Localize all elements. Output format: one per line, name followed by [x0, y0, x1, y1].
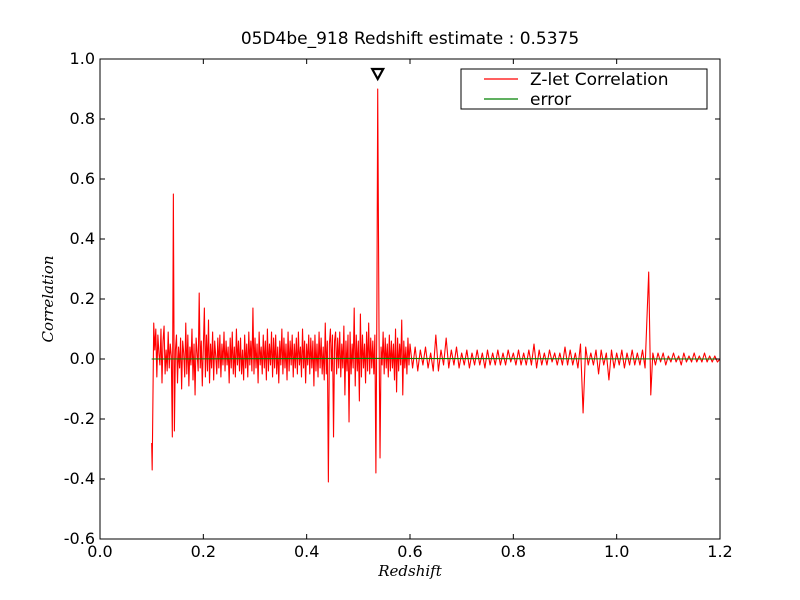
y-tick-label: -0.2	[64, 409, 95, 428]
y-tick-label: 0.0	[70, 349, 95, 368]
y-tick-label: -0.6	[64, 529, 95, 548]
redshift-estimate-marker	[370, 67, 386, 82]
legend-label-zlet: Z-let Correlation	[530, 70, 668, 90]
y-axis-label: Correlation	[39, 256, 57, 343]
y-tick-label: 0.8	[70, 109, 95, 128]
x-axis-label: Redshift	[377, 562, 442, 580]
y-tick-label: 0.6	[70, 169, 95, 188]
x-tick-label: 0.0	[87, 542, 112, 561]
series-layer	[151, 88, 721, 483]
legend-label-error: error	[530, 90, 571, 110]
y-tick-label: 1.0	[70, 49, 95, 68]
marker-layer	[370, 67, 386, 82]
series-line-z-let-correlation	[151, 88, 721, 483]
y-tick-label: 0.2	[70, 289, 95, 308]
x-tick-label: 1.0	[604, 542, 629, 561]
ticks-layer: 0.0 0.2 0.4 0.6 0.8 1.0 1.21.00.80.60.40.20.0-…	[64, 49, 733, 561]
y-tick-label: 0.4	[70, 229, 95, 248]
legend-box	[460, 68, 708, 110]
x-tick-label: 0.4	[294, 542, 319, 561]
x-tick-label: 0.8	[501, 542, 526, 561]
x-tick-label: 0.2	[191, 542, 216, 561]
x-tick-label: 0.6	[397, 542, 422, 561]
y-tick-label: -0.4	[64, 469, 95, 488]
chart-title: 05D4be_918 Redshift estimate : 0.5375	[241, 29, 579, 49]
x-tick-label: 1.2	[707, 542, 732, 561]
series-line-error	[151, 357, 721, 360]
legend: Z-let Correlation error	[460, 68, 708, 110]
